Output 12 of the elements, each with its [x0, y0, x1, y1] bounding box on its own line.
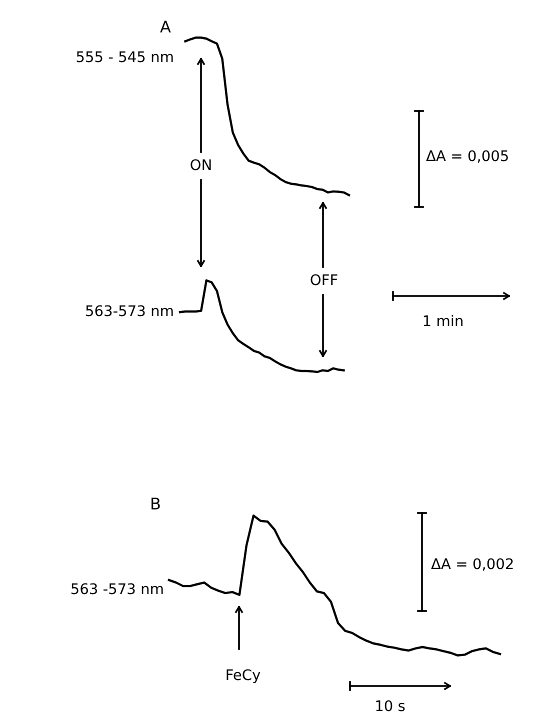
text: ΔA = 0,005 — [426, 150, 508, 163]
text: FeCy — [226, 669, 260, 684]
chart-title: B — [152, 498, 160, 510]
annotation: ΔA = 0,002 — [431, 558, 513, 571]
text: 1 min — [424, 314, 462, 326]
series-label: 563 -573 nm — [71, 583, 163, 594]
series-label: 563-573 nm — [86, 305, 173, 316]
chart-title: A — [160, 20, 171, 32]
annotation: OFF — [310, 274, 338, 286]
legend-label: 555 - 545 nm — [76, 51, 173, 62]
text: 10 s — [376, 700, 405, 712]
annotation: ON — [190, 159, 211, 170]
